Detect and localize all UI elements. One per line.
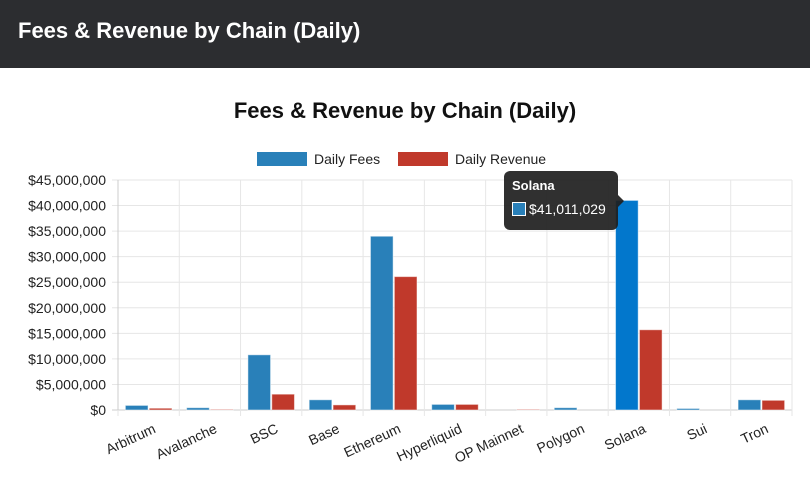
bar-daily-revenue <box>332 404 357 411</box>
legend-label: Daily Revenue <box>455 151 546 167</box>
bar-daily-revenue <box>761 399 786 411</box>
y-tick-label: $20,000,000 <box>28 300 106 316</box>
bar-daily-revenue <box>210 408 234 411</box>
legend-swatch <box>398 152 448 166</box>
x-tick-label: OP Mainnet <box>452 420 526 466</box>
tooltip-swatch <box>512 202 526 216</box>
y-tick-label: $0 <box>90 402 106 418</box>
bar-daily-fees <box>676 407 700 411</box>
bar-daily-revenue <box>638 329 663 411</box>
bar-daily-fees <box>186 407 210 411</box>
y-tick-label: $45,000,000 <box>28 172 106 188</box>
x-tick-label: Solana <box>602 420 648 453</box>
app-header: Fees & Revenue by Chain (Daily) <box>0 0 810 68</box>
bar-daily-fees <box>737 399 762 411</box>
x-tick-label: Ethereum <box>341 420 403 460</box>
bar-daily-fees <box>615 199 639 411</box>
x-tick-label: Arbitrum <box>103 420 158 457</box>
x-tick-label: Polygon <box>534 420 587 456</box>
legend-label: Daily Fees <box>314 151 380 167</box>
y-tick-label: $10,000,000 <box>28 351 106 367</box>
y-tick-label: $35,000,000 <box>28 223 106 239</box>
y-tick-label: $5,000,000 <box>36 376 106 392</box>
y-tick-label: $40,000,000 <box>28 198 106 214</box>
tooltip-title: Solana <box>512 178 555 193</box>
chart-title: Fees & Revenue by Chain (Daily) <box>233 98 577 123</box>
bar-daily-fees <box>247 354 272 411</box>
y-tick-label: $15,000,000 <box>28 325 106 341</box>
bar-daily-revenue <box>148 407 173 411</box>
tooltip: Solana $41,011,029 <box>504 171 624 230</box>
legend-swatch <box>257 152 307 166</box>
bar-daily-fees <box>553 407 578 411</box>
x-tick-label: Tron <box>738 420 770 446</box>
bar-daily-fees <box>308 399 333 411</box>
y-tick-label: $30,000,000 <box>28 249 106 265</box>
bar-daily-revenue <box>455 403 479 411</box>
x-tick-label: Sui <box>684 420 709 443</box>
y-tick-label: $25,000,000 <box>28 274 106 290</box>
bar-daily-revenue <box>516 408 541 411</box>
bar-daily-fees <box>124 404 149 411</box>
bar-daily-revenue <box>393 276 418 411</box>
bar-daily-revenue <box>271 393 295 411</box>
x-tick-label: Hyperliquid <box>394 420 464 464</box>
x-tick-label: BSC <box>248 420 281 447</box>
tooltip-value: $41,011,029 <box>529 201 606 217</box>
x-tick-label: Avalanche <box>153 420 219 462</box>
bar-daily-fees <box>369 235 394 411</box>
bar-daily-fees <box>431 403 455 411</box>
x-tick-label: Base <box>306 420 342 448</box>
